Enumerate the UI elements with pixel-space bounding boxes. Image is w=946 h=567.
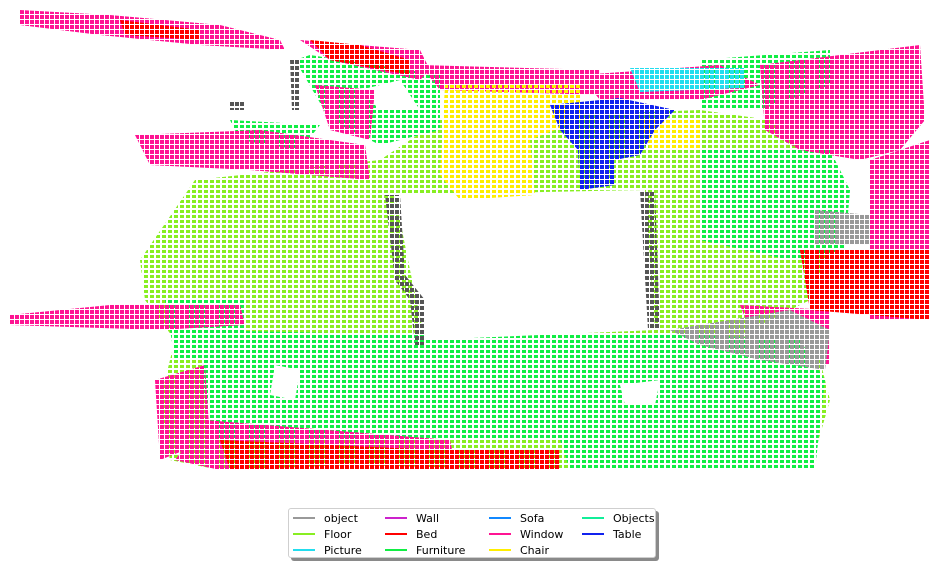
legend-label: Chair <box>520 543 549 557</box>
bed-region <box>120 20 930 470</box>
picture-region <box>630 68 745 92</box>
table-region <box>550 98 675 190</box>
legend-item-table: Table <box>582 526 661 542</box>
legend-item-furniture: Furniture <box>385 542 489 558</box>
legend-label: Window <box>520 527 564 541</box>
legend-label: Objects <box>613 511 655 525</box>
legend-item-wall: Wall <box>385 510 489 526</box>
legend-label: Floor <box>324 527 352 541</box>
legend-swatch <box>582 533 604 535</box>
legend-swatch <box>293 549 315 551</box>
legend-label: Table <box>613 527 642 541</box>
legend-label: Furniture <box>416 543 466 557</box>
legend-swatch <box>489 533 511 535</box>
legend: object Floor Picture Wall Bed Furniture Sofa Wi… <box>288 508 656 558</box>
legend-swatch <box>385 533 407 535</box>
legend-item-object: object <box>293 510 385 526</box>
legend-swatch <box>489 517 511 519</box>
legend-item-floor: Floor <box>293 526 385 542</box>
object-region <box>670 210 870 370</box>
legend-item-chair: Chair <box>489 542 582 558</box>
legend-item-window: Window <box>489 526 582 542</box>
legend-swatch <box>385 549 407 551</box>
legend-swatch <box>489 549 511 551</box>
legend-item-objects: Objects <box>582 510 661 526</box>
legend-item-bed: Bed <box>385 526 489 542</box>
legend-swatch <box>293 517 315 519</box>
legend-item-sofa: Sofa <box>489 510 582 526</box>
legend-swatch <box>293 533 315 535</box>
legend-label: Sofa <box>520 511 545 525</box>
legend-item-picture: Picture <box>293 542 385 558</box>
legend-label: Bed <box>416 527 438 541</box>
legend-label: Wall <box>416 511 440 525</box>
legend-swatch <box>582 517 604 519</box>
point-cloud-scene <box>10 10 930 470</box>
legend-swatch <box>385 517 407 519</box>
object-outline <box>230 60 660 345</box>
legend-label: object <box>324 511 358 525</box>
legend-label: Picture <box>324 543 362 557</box>
